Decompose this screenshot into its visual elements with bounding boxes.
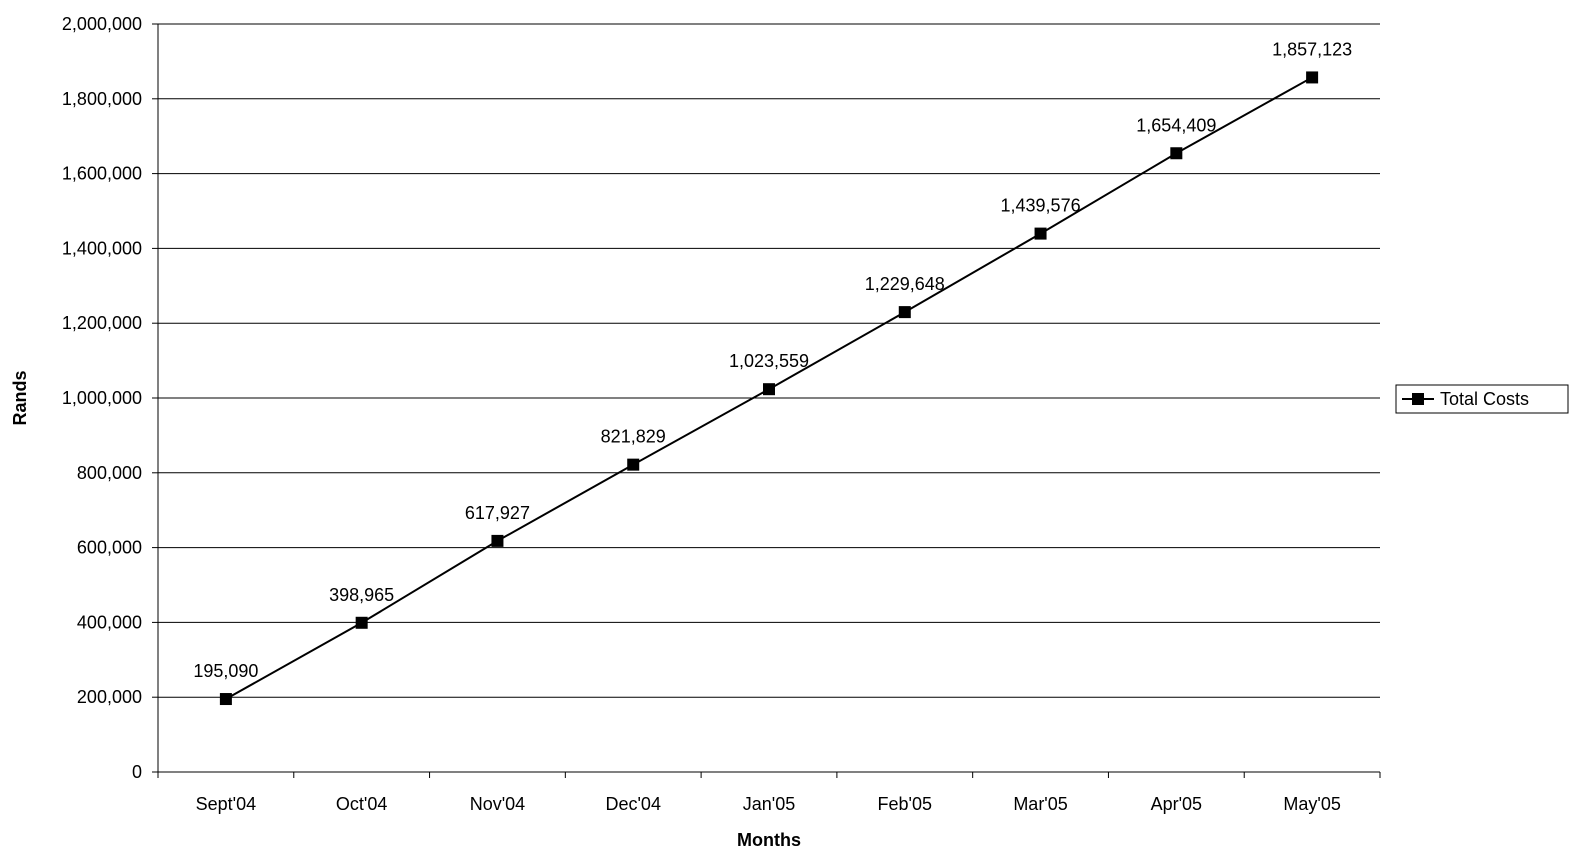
y-tick-label: 200,000 — [77, 687, 142, 707]
x-tick-label: Sept'04 — [196, 794, 257, 814]
legend-label: Total Costs — [1440, 389, 1529, 409]
x-tick-label: Apr'05 — [1151, 794, 1202, 814]
y-axis-title: Rands — [10, 370, 30, 425]
data-point — [1034, 227, 1047, 240]
data-point — [355, 616, 368, 629]
x-tick-label: Dec'04 — [605, 794, 660, 814]
data-point — [491, 534, 504, 547]
series-total-costs — [219, 71, 1319, 706]
data-labels: 195,090 398,965 617,927 821,829 1,023,559 1,2… — [193, 39, 1352, 681]
data-label: 821,829 — [601, 427, 666, 447]
data-point — [1306, 71, 1319, 84]
y-axis-ticks: 0 200,000 400,000 600,000 800,000 1,000,000 1,… — [62, 14, 158, 782]
data-label: 617,927 — [465, 503, 530, 523]
data-label: 195,090 — [193, 661, 258, 681]
y-tick-label: 1,000,000 — [62, 388, 142, 408]
data-point — [763, 383, 775, 396]
legend: Total Costs — [1395, 384, 1569, 414]
x-tick-label: May'05 — [1283, 794, 1340, 814]
x-tick-label: Jan'05 — [743, 794, 795, 814]
data-label: 398,965 — [329, 585, 394, 605]
y-tick-label: 0 — [132, 762, 142, 782]
legend-marker — [1412, 393, 1424, 405]
y-tick-label: 1,600,000 — [62, 164, 142, 184]
y-tick-label: 400,000 — [77, 612, 142, 632]
data-label: 1,023,559 — [729, 351, 809, 371]
y-tick-label: 1,200,000 — [62, 313, 142, 333]
data-point — [898, 306, 911, 319]
x-tick-label: Feb'05 — [878, 794, 932, 814]
data-point — [219, 693, 232, 706]
x-tick-label: Nov'04 — [470, 794, 525, 814]
y-tick-label: 600,000 — [77, 538, 142, 558]
x-axis-ticks: Sept'04 Oct'04 Nov'04 Dec'04 Jan'05 Feb'05 Mar… — [157, 772, 1381, 814]
x-tick-label: Oct'04 — [336, 794, 387, 814]
data-label: 1,439,576 — [1001, 196, 1081, 216]
data-point — [627, 458, 640, 471]
data-label: 1,857,123 — [1272, 39, 1352, 59]
y-tick-label: 2,000,000 — [62, 14, 142, 34]
data-label: 1,654,409 — [1136, 115, 1216, 135]
data-label: 1,229,648 — [865, 274, 945, 294]
y-tick-label: 800,000 — [77, 463, 142, 483]
y-tick-label: 1,400,000 — [62, 238, 142, 258]
data-point — [1170, 147, 1183, 160]
x-axis-title: Months — [737, 830, 801, 850]
x-tick-label: Mar'05 — [1013, 794, 1067, 814]
y-tick-label: 1,800,000 — [62, 89, 142, 109]
